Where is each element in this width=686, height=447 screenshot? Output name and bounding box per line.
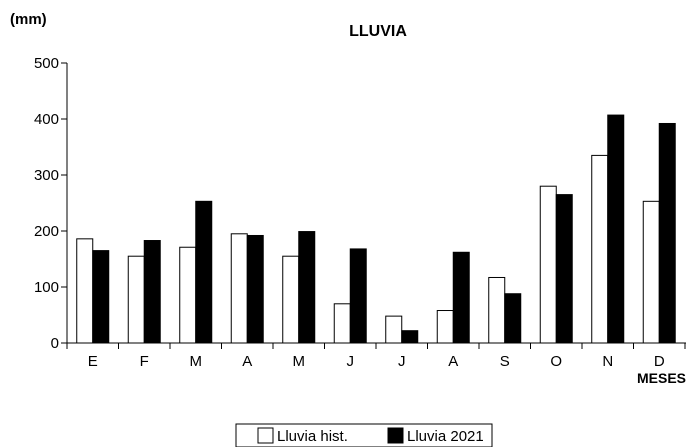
bar-2021: [92, 250, 110, 344]
bars: [76, 114, 676, 344]
bar-hist: [179, 246, 197, 344]
legend-box: [235, 423, 493, 447]
x-tick-label: D: [654, 353, 665, 370]
bar-hist: [282, 255, 300, 344]
bar-2021: [452, 251, 470, 344]
bar-hist: [591, 154, 609, 344]
x-tick-label: F: [140, 353, 149, 370]
y-tick-label: 300: [34, 167, 59, 184]
legend-swatch-2021: [387, 427, 404, 444]
legend-label: Lluvia hist.: [277, 428, 348, 445]
bar-2021: [195, 200, 213, 344]
bar-hist: [539, 185, 557, 344]
bar-2021: [143, 240, 161, 344]
bar-2021: [246, 234, 264, 344]
x-tick-label: M: [293, 353, 306, 370]
y-tick-label: 400: [34, 111, 59, 128]
y-tick-label: 0: [51, 335, 59, 352]
y-tick-label: 500: [34, 55, 59, 72]
x-tick-label: O: [550, 353, 562, 370]
x-tick-label: A: [242, 353, 252, 370]
x-axis-label: MESES: [637, 370, 686, 386]
bar-2021: [298, 231, 316, 344]
bar-2021: [401, 330, 419, 344]
y-tick-label: 100: [34, 279, 59, 296]
bar-hist: [127, 255, 145, 344]
bar-2021: [349, 248, 367, 344]
x-tick-label: E: [88, 353, 98, 370]
bar-2021: [555, 194, 573, 344]
y-axis-unit-label: (mm): [10, 11, 47, 28]
x-tick-label: M: [190, 353, 203, 370]
legend-swatch-hist: [257, 427, 274, 444]
legend-label: Lluvia 2021: [407, 428, 484, 445]
bar-hist: [333, 303, 351, 344]
bar-hist: [76, 238, 94, 344]
x-tick-label: N: [602, 353, 613, 370]
x-tick-label: J: [398, 353, 406, 370]
bar-2021: [607, 114, 625, 344]
x-tick-label: J: [347, 353, 355, 370]
bar-hist: [488, 276, 506, 344]
y-tick-label: 200: [34, 223, 59, 240]
bar-hist: [385, 315, 403, 344]
bar-2021: [504, 293, 522, 344]
x-tick-label: S: [500, 353, 510, 370]
legend: Lluvia hist. Lluvia 2021: [235, 423, 493, 447]
bar-2021: [658, 122, 676, 344]
bar-hist: [230, 233, 248, 344]
y-axis: 0 100 200 300 400 500: [34, 55, 68, 352]
bar-hist: [642, 200, 660, 344]
x-tick-label: A: [448, 353, 458, 370]
chart-title: LLUVIA: [349, 23, 407, 40]
bar-hist: [436, 310, 454, 344]
